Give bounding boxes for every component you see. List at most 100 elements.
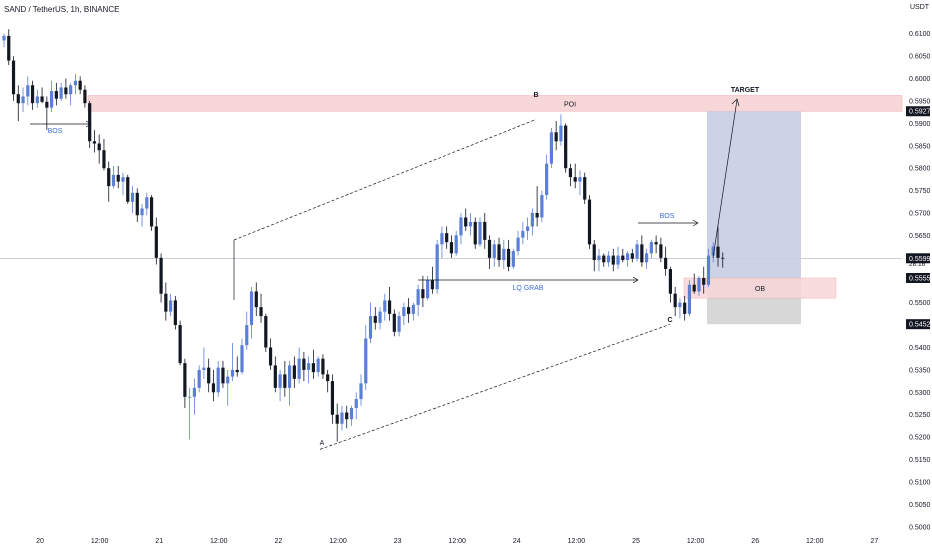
candle-body: [173, 300, 177, 326]
candle-body: [126, 177, 130, 202]
candle-body: [449, 242, 454, 254]
candle-body: [292, 365, 296, 379]
candle-body: [378, 311, 382, 323]
y-tick-label: 0.5850: [909, 143, 931, 150]
candle-body: [83, 89, 87, 104]
x-tick-label: 24: [513, 538, 521, 545]
y-tick-label: 0.5950: [909, 98, 931, 105]
candle-body: [654, 242, 658, 245]
candle-body: [459, 217, 463, 236]
countdown-label: 28:16: [909, 261, 926, 268]
candle-body: [340, 412, 344, 424]
lq-grab-arrow-icon: [632, 276, 639, 284]
y-tick-label: 0.5900: [909, 121, 931, 128]
candle-body: [554, 132, 558, 142]
channel-lower-line: [319, 324, 671, 450]
candle-body: [245, 325, 249, 346]
candle-body: [549, 132, 553, 164]
y-tick-label: 0.6050: [909, 54, 931, 61]
candle-body: [145, 197, 149, 209]
price-tag-box: [906, 106, 930, 117]
x-tick-label: 22: [275, 538, 283, 545]
candle-body: [497, 244, 501, 261]
candle-body: [483, 221, 487, 240]
candle-body: [330, 381, 335, 415]
candle-body: [625, 253, 630, 261]
candle-body: [611, 255, 615, 265]
x-tick-label: 12:00: [448, 538, 466, 545]
candle-body: [230, 369, 235, 377]
candle-body: [207, 367, 211, 384]
point-a-label: A: [320, 440, 325, 447]
candle-body: [416, 289, 420, 305]
y-tick-label: 0.6100: [909, 31, 931, 38]
candle-body: [387, 300, 392, 314]
candle-body: [288, 365, 292, 388]
candle-body: [54, 91, 58, 99]
x-tick-label: 23: [394, 538, 402, 545]
candle-body: [540, 195, 544, 218]
candle-body: [668, 269, 672, 294]
bos-right-label: BOS: [660, 213, 675, 220]
candle-body: [197, 369, 201, 388]
candle-body: [140, 208, 144, 216]
candle-body: [587, 199, 592, 245]
candle-body: [426, 280, 430, 299]
price-tag-label: 0.5599: [909, 256, 931, 263]
candle-body: [302, 358, 306, 370]
point-b-label: B: [533, 92, 538, 99]
candle-body: [545, 163, 549, 196]
candle-body: [254, 291, 258, 308]
candle-body: [640, 244, 644, 263]
candle-body: [578, 177, 582, 182]
candle-body: [221, 367, 225, 384]
candle-body: [73, 80, 77, 86]
y-tick-label: 0.5350: [909, 367, 931, 374]
x-tick-label: 12:00: [687, 538, 705, 545]
y-tick-label: 0.5300: [909, 390, 931, 397]
y-tick-label: 0.5700: [909, 211, 931, 218]
candle-body: [226, 376, 230, 384]
y-tick-label: 0.5150: [909, 457, 931, 464]
candle-body: [149, 197, 154, 227]
candle-body: [169, 300, 173, 312]
candle-body: [326, 374, 330, 382]
candle-body: [445, 233, 449, 243]
candle-body: [464, 217, 468, 227]
x-tick-label: 12:00: [568, 538, 586, 545]
candle-body: [592, 244, 596, 261]
candle-body: [692, 284, 696, 292]
candle-body: [16, 94, 20, 104]
y-tick-label: 0.5250: [909, 412, 931, 419]
candle-body: [683, 302, 687, 314]
price-tag-box: [906, 253, 930, 264]
candle-body: [649, 242, 653, 254]
y-tick-label: 0.5500: [909, 300, 931, 307]
point-c-label: C: [667, 317, 672, 324]
candle-body: [345, 412, 349, 420]
candle-body: [473, 221, 477, 245]
candle-body: [278, 374, 282, 388]
candle-body: [40, 96, 44, 102]
candle-body: [249, 291, 254, 326]
y-tick-label: 0.5650: [909, 233, 931, 240]
x-tick-label: 12:00: [91, 538, 109, 545]
candle-body: [307, 363, 311, 370]
candle-body: [7, 35, 11, 61]
candle-body: [273, 365, 277, 388]
candle-body: [311, 363, 315, 373]
candle-body: [516, 237, 520, 252]
candle-body: [535, 213, 539, 218]
candle-body: [26, 85, 30, 97]
candle-body: [392, 313, 396, 332]
y-tick-label: 0.5400: [909, 345, 931, 352]
candle-body: [116, 174, 120, 182]
x-tick-label: 21: [155, 538, 163, 545]
candle-body: [164, 293, 168, 312]
candle-body: [316, 358, 320, 373]
candle-body: [202, 367, 206, 370]
candle-body: [268, 347, 273, 366]
candle-body: [59, 87, 63, 99]
target-arrow-line: [712, 99, 738, 259]
